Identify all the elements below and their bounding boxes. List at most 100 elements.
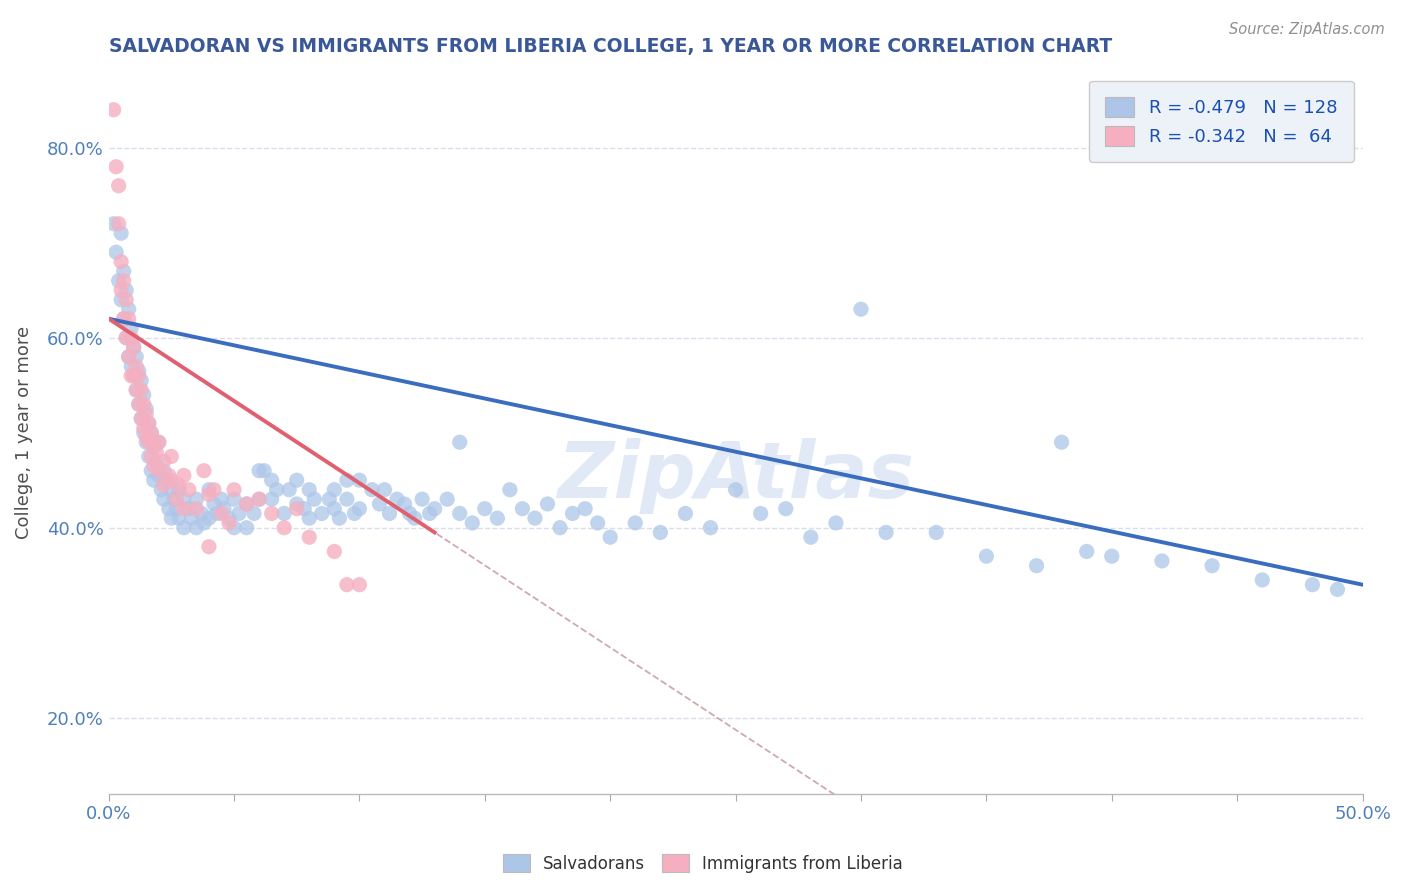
Point (186, 492, 208, 507)
Point (190, 507, 212, 521)
Point (724, 483, 747, 497)
Point (699, 521, 721, 535)
Point (349, 501, 371, 516)
Point (285, 473, 308, 487)
Point (512, 501, 534, 516)
Point (222, 492, 245, 507)
Point (436, 492, 458, 507)
Point (167, 511, 190, 525)
Point (586, 516, 609, 530)
Point (304, 492, 326, 507)
Point (128, 397, 150, 411)
Point (141, 425, 163, 440)
Point (186, 521, 208, 535)
Point (336, 577, 359, 591)
Point (152, 492, 174, 507)
Point (105, 245, 128, 260)
Point (141, 464, 163, 478)
Point (107, 217, 129, 231)
Point (976, 549, 998, 564)
Point (122, 340, 145, 354)
Point (198, 540, 221, 554)
Point (343, 507, 366, 521)
Point (328, 511, 350, 525)
Point (1201, 558, 1223, 573)
Point (398, 507, 420, 521)
Point (160, 483, 183, 497)
Point (157, 468, 180, 483)
Point (160, 473, 183, 487)
Point (624, 516, 647, 530)
Point (561, 507, 583, 521)
Point (138, 416, 160, 430)
Point (122, 368, 145, 383)
Point (120, 331, 142, 345)
Point (110, 226, 132, 240)
Point (247, 464, 270, 478)
Point (173, 492, 195, 507)
Point (800, 530, 823, 544)
Point (318, 492, 340, 507)
Point (218, 511, 240, 525)
Point (1076, 544, 1098, 558)
Point (1301, 577, 1323, 591)
Point (132, 425, 155, 440)
Legend: Salvadorans, Immigrants from Liberia: Salvadorans, Immigrants from Liberia (496, 847, 910, 880)
Point (145, 444, 167, 458)
Point (228, 507, 250, 521)
Point (247, 492, 270, 507)
Point (235, 497, 257, 511)
Point (1150, 554, 1173, 568)
Point (875, 525, 897, 540)
Point (336, 492, 359, 507)
Point (486, 511, 509, 525)
Point (285, 501, 308, 516)
Point (1326, 582, 1348, 597)
Point (122, 340, 145, 354)
Point (115, 331, 138, 345)
Point (125, 383, 148, 397)
Point (141, 425, 163, 440)
Text: ZipAtlas: ZipAtlas (557, 438, 914, 514)
Point (112, 264, 135, 278)
Point (1025, 558, 1047, 573)
Point (202, 497, 225, 511)
Point (373, 483, 395, 497)
Point (212, 501, 235, 516)
Point (278, 483, 301, 497)
Point (129, 411, 152, 425)
Point (260, 473, 283, 487)
Point (298, 511, 321, 525)
Point (825, 516, 848, 530)
Point (177, 501, 200, 516)
Point (394, 497, 416, 511)
Point (150, 483, 173, 497)
Point (152, 478, 174, 492)
Point (128, 397, 150, 411)
Point (548, 521, 571, 535)
Point (292, 501, 315, 516)
Point (193, 464, 215, 478)
Point (925, 525, 948, 540)
Point (378, 507, 401, 521)
Point (749, 507, 772, 521)
Point (404, 511, 426, 525)
Point (273, 521, 295, 535)
Point (125, 350, 148, 364)
Legend: R = -0.479   N = 128, R = -0.342   N =  64: R = -0.479 N = 128, R = -0.342 N = 64 (1090, 81, 1354, 162)
Point (419, 507, 441, 521)
Point (349, 577, 371, 591)
Point (260, 492, 283, 507)
Point (155, 473, 177, 487)
Point (135, 407, 157, 421)
Point (599, 530, 621, 544)
Point (385, 492, 408, 507)
Point (186, 501, 208, 516)
Point (110, 283, 132, 297)
Point (118, 311, 141, 326)
Point (323, 483, 346, 497)
Point (449, 507, 471, 521)
Point (148, 435, 170, 450)
Point (235, 521, 257, 535)
Point (211, 507, 233, 521)
